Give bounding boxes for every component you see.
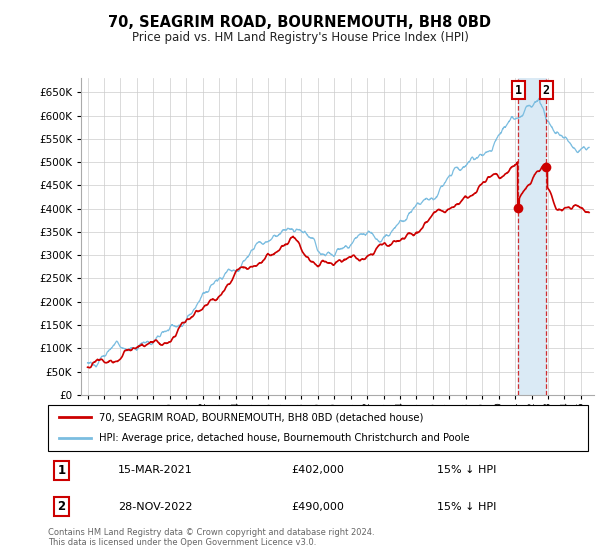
- Text: 70, SEAGRIM ROAD, BOURNEMOUTH, BH8 0BD (detached house): 70, SEAGRIM ROAD, BOURNEMOUTH, BH8 0BD (…: [100, 412, 424, 422]
- Text: 1: 1: [58, 464, 65, 477]
- Text: 70, SEAGRIM ROAD, BOURNEMOUTH, BH8 0BD: 70, SEAGRIM ROAD, BOURNEMOUTH, BH8 0BD: [109, 15, 491, 30]
- Text: 2: 2: [543, 83, 550, 96]
- Text: 15% ↓ HPI: 15% ↓ HPI: [437, 502, 496, 511]
- Text: 15-MAR-2021: 15-MAR-2021: [118, 465, 193, 475]
- Text: £490,000: £490,000: [291, 502, 344, 511]
- Bar: [518, 78, 547, 395]
- FancyBboxPatch shape: [48, 405, 588, 451]
- Text: Price paid vs. HM Land Registry's House Price Index (HPI): Price paid vs. HM Land Registry's House …: [131, 31, 469, 44]
- Text: 15% ↓ HPI: 15% ↓ HPI: [437, 465, 496, 475]
- Text: HPI: Average price, detached house, Bournemouth Christchurch and Poole: HPI: Average price, detached house, Bour…: [100, 433, 470, 444]
- Text: 1: 1: [515, 83, 522, 96]
- Text: 28-NOV-2022: 28-NOV-2022: [118, 502, 193, 511]
- Text: £402,000: £402,000: [291, 465, 344, 475]
- Text: Contains HM Land Registry data © Crown copyright and database right 2024.
This d: Contains HM Land Registry data © Crown c…: [48, 528, 374, 547]
- Text: 2: 2: [58, 500, 65, 513]
